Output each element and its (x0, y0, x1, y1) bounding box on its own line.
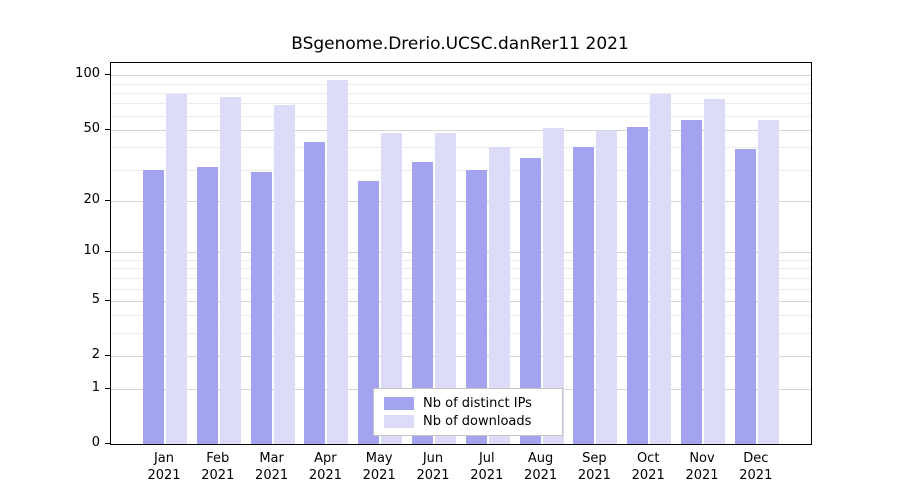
gridline-minor (111, 277, 811, 279)
bar-distinct-ips-feb (196, 167, 218, 444)
bar-distinct-ips-apr (304, 141, 326, 444)
x-tick-label-feb: Feb 2021 (201, 451, 235, 483)
gridline-major (111, 356, 811, 358)
gridline-major (111, 200, 811, 202)
bar-distinct-ips-aug (519, 157, 541, 444)
y-tick-label: 20 (83, 191, 100, 207)
bar-downloads-mar (273, 104, 295, 444)
bar-distinct-ips-sep (573, 147, 595, 444)
gridline-major (111, 252, 811, 254)
plot-area (110, 62, 812, 445)
legend: Nb of distinct IPs Nb of downloads (373, 388, 563, 436)
gridline-minor (111, 333, 811, 335)
bar-downloads-dec (757, 119, 779, 444)
bar-distinct-ips-may (358, 180, 380, 444)
gridline-minor (111, 169, 811, 171)
y-tick-label: 5 (91, 291, 100, 307)
bar-distinct-ips-nov (681, 119, 702, 444)
gridline-minor (111, 92, 811, 94)
bar-distinct-ips-mar (250, 172, 272, 444)
bar-downloads-jun (435, 133, 456, 444)
y-tick-label: 2 (91, 347, 100, 363)
legend-item-downloads: Nb of downloads (384, 414, 554, 429)
x-tick-label-may: May 2021 (362, 451, 396, 483)
gridline-minor (111, 288, 811, 290)
y-tick-label: 0 (91, 435, 100, 450)
gridline-major (111, 75, 811, 77)
y-tick-label: 1 (91, 379, 100, 395)
bar-downloads-jan (166, 93, 187, 444)
x-tick-label-sep: Sep 2021 (577, 451, 611, 483)
bar-downloads-feb (219, 96, 241, 444)
bar-downloads-apr (327, 80, 349, 444)
y-tick-label: 100 (75, 66, 100, 82)
bar-downloads-jul (488, 147, 510, 444)
x-tick-label-oct: Oct 2021 (631, 451, 665, 483)
bar-distinct-ips-dec (734, 149, 756, 444)
x-tick-label-mar: Mar 2021 (255, 451, 289, 483)
x-tick-label-jun: Jun 2021 (416, 451, 450, 483)
gridline-major (111, 129, 811, 131)
bar-distinct-ips-jun (412, 162, 433, 444)
bar-downloads-nov (704, 99, 725, 444)
gridline-major (111, 300, 811, 302)
legend-label-distinct-ips: Nb of distinct IPs (423, 396, 532, 411)
x-tick-label-nov: Nov 2021 (685, 451, 719, 483)
bar-downloads-aug (542, 128, 564, 444)
y-tick-label: 50 (83, 120, 100, 136)
x-tick-label-jan: Jan 2021 (147, 451, 181, 483)
bar-distinct-ips-jul (465, 169, 487, 444)
x-tick-label-apr: Apr 2021 (308, 451, 342, 483)
legend-swatch-downloads (384, 415, 414, 428)
chart-title: BSgenome.Drerio.UCSC.danRer11 2021 (291, 34, 629, 54)
x-tick-label-aug: Aug 2021 (524, 451, 558, 483)
legend-swatch-distinct-ips (384, 397, 414, 410)
bar-downloads-may (381, 133, 403, 444)
gridline-minor (111, 147, 811, 149)
legend-label-downloads: Nb of downloads (423, 414, 532, 429)
bar-distinct-ips-jan (143, 169, 164, 444)
gridline-minor (111, 83, 811, 85)
gridline-minor (111, 268, 811, 270)
bar-distinct-ips-oct (627, 126, 649, 444)
gridline-minor (111, 315, 811, 317)
gridline-minor (111, 103, 811, 105)
y-tick-label: 10 (83, 243, 100, 259)
x-tick-label-dec: Dec 2021 (739, 451, 773, 483)
gridline-minor (111, 260, 811, 261)
gridline-minor (111, 115, 811, 117)
legend-item-distinct-ips: Nb of distinct IPs (384, 396, 554, 411)
bar-downloads-oct (650, 93, 672, 444)
x-tick-label-jul: Jul 2021 (470, 451, 504, 483)
bar-downloads-sep (596, 131, 618, 444)
